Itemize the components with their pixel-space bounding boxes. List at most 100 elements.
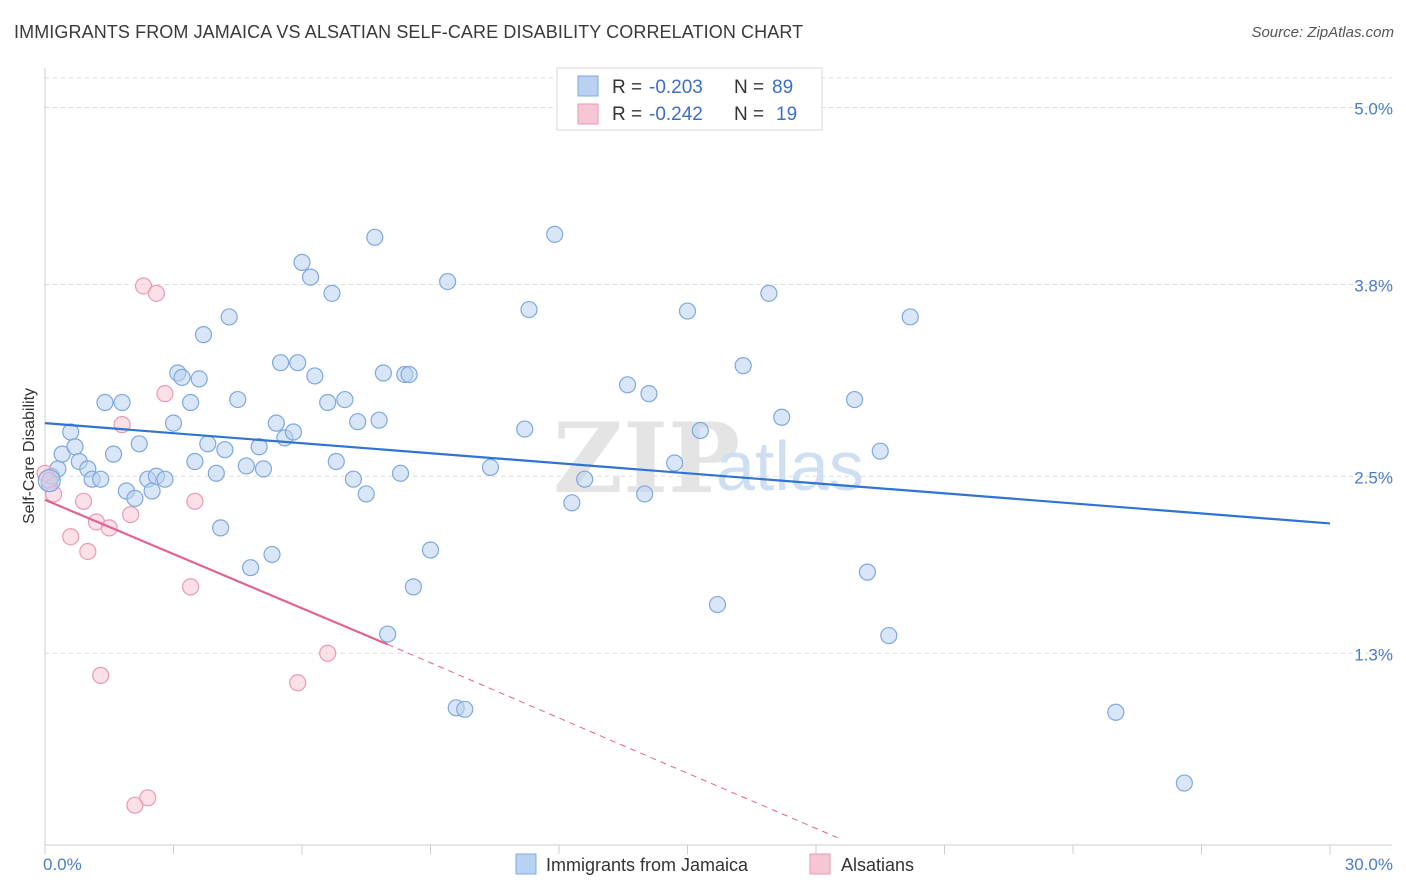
series-legend-swatch-alsatians bbox=[809, 853, 831, 875]
jamaica-point bbox=[1107, 703, 1125, 721]
jamaica-point bbox=[678, 302, 697, 320]
jamaica-point bbox=[563, 494, 581, 512]
jamaica-point bbox=[1175, 774, 1193, 792]
jamaica-point bbox=[306, 367, 324, 385]
jamaica-point bbox=[96, 393, 114, 412]
jamaica-point bbox=[220, 308, 238, 326]
jamaica-point bbox=[640, 385, 658, 403]
series-legend-alsatians: Alsatians bbox=[841, 855, 914, 875]
watermark-atlas: atlas bbox=[716, 427, 864, 505]
jamaica-point bbox=[113, 393, 131, 412]
alsatians-point bbox=[139, 789, 157, 807]
jamaica-point bbox=[190, 370, 208, 388]
legend-n-label-1: N = bbox=[734, 77, 764, 98]
legend-swatch-alsatians bbox=[577, 103, 599, 125]
legend-r-value-2: -0.242 bbox=[649, 104, 703, 125]
jamaica-point bbox=[164, 414, 183, 432]
jamaica-point bbox=[708, 595, 727, 614]
y-tick-label: 1.3% bbox=[1354, 645, 1393, 664]
jamaica-point bbox=[207, 464, 225, 482]
jamaica-point bbox=[516, 420, 534, 438]
jamaica-point bbox=[126, 489, 144, 507]
jamaica-point bbox=[254, 460, 273, 478]
watermark: ZIP atlas bbox=[553, 402, 864, 515]
alsatians-point bbox=[182, 578, 200, 596]
correlation-legend: R = -0.203 N = 89 R = -0.242 N = 19 bbox=[556, 67, 823, 131]
x-tick-labels: 0.0% 30.0% bbox=[43, 855, 1393, 874]
jamaica-point bbox=[734, 357, 752, 375]
jamaica-point bbox=[156, 470, 174, 488]
jamaica-point bbox=[880, 626, 898, 645]
legend-n-value-1: 89 bbox=[772, 77, 793, 98]
jamaica-point bbox=[760, 284, 778, 302]
alsatians-point bbox=[319, 644, 337, 662]
x-tick-label: 30.0% bbox=[1345, 855, 1393, 874]
alsatians-point bbox=[62, 528, 80, 546]
y-tick-labels: 1.3% 2.5% 3.8% 5.0% bbox=[1354, 100, 1393, 665]
chart-source: Source: ZipAtlas.com bbox=[1251, 24, 1394, 41]
alsatians-point bbox=[79, 542, 97, 561]
x-tick-label: 0.0% bbox=[43, 855, 82, 874]
jamaica-point bbox=[344, 470, 362, 488]
jamaica-point bbox=[37, 469, 61, 493]
series-legend-jamaica: Immigrants from Jamaica bbox=[546, 855, 749, 875]
jamaica-point bbox=[199, 435, 217, 453]
jamaica-trend-line bbox=[44, 422, 1331, 525]
jamaica-point bbox=[92, 470, 110, 488]
alsatians-point bbox=[289, 674, 307, 692]
jamaica-point bbox=[66, 438, 84, 456]
jamaica-point bbox=[636, 485, 654, 503]
alsatians-point bbox=[126, 796, 144, 814]
jamaica-point bbox=[130, 435, 148, 453]
jamaica-point bbox=[391, 464, 410, 482]
series-legend: Immigrants from Jamaica Alsatians bbox=[515, 853, 914, 875]
y-tick-label: 2.5% bbox=[1354, 468, 1393, 487]
jamaica-point bbox=[216, 441, 234, 459]
legend-swatch-jamaica bbox=[577, 75, 599, 97]
jamaica-point bbox=[871, 442, 889, 460]
jamaica-point bbox=[263, 545, 281, 564]
jamaica-point bbox=[456, 700, 474, 718]
jamaica-point bbox=[546, 225, 564, 243]
jamaica-point bbox=[374, 364, 392, 382]
jamaica-point bbox=[271, 354, 290, 372]
trend-lines bbox=[44, 422, 1331, 839]
jamaica-point bbox=[194, 326, 213, 344]
jamaica-point bbox=[319, 393, 337, 412]
series-legend-swatch-jamaica bbox=[515, 853, 537, 875]
jamaica-point bbox=[53, 445, 71, 463]
jamaica-point bbox=[242, 559, 260, 577]
alsatians-point bbox=[122, 505, 140, 524]
jamaica-point bbox=[845, 390, 864, 409]
jamaica-point bbox=[666, 454, 684, 472]
jamaica-point bbox=[104, 445, 123, 463]
jamaica-point bbox=[173, 368, 191, 387]
alsatians-point bbox=[92, 666, 110, 684]
jamaica-point bbox=[481, 458, 500, 476]
legend-n-value-2: 19 bbox=[776, 104, 797, 125]
jamaica-point bbox=[404, 578, 422, 596]
jamaica-point bbox=[520, 300, 538, 319]
jamaica-point bbox=[301, 268, 320, 286]
jamaica-point bbox=[229, 390, 247, 409]
jamaica-point bbox=[773, 408, 791, 426]
chart-title: IMMIGRANTS FROM JAMAICA VS ALSATIAN SELF… bbox=[14, 22, 804, 42]
alsatians-point bbox=[134, 277, 153, 295]
jamaica-point bbox=[182, 393, 200, 412]
jamaica-point bbox=[284, 423, 303, 441]
jamaica-point bbox=[400, 365, 418, 384]
jamaica-point bbox=[858, 563, 877, 581]
jamaica-point bbox=[366, 228, 384, 246]
legend-n-label-2: N = bbox=[734, 104, 764, 125]
jamaica-point bbox=[323, 284, 341, 302]
jamaica-point bbox=[379, 625, 397, 643]
jamaica-point bbox=[267, 414, 285, 432]
jamaica-point bbox=[212, 519, 230, 537]
y-axis-label: Self-Care Disability bbox=[21, 388, 38, 524]
data-points bbox=[36, 225, 1193, 814]
jamaica-point bbox=[357, 485, 375, 503]
jamaica-point bbox=[289, 354, 307, 372]
legend-r-label-1: R = bbox=[612, 77, 642, 98]
jamaica-point bbox=[250, 438, 268, 456]
legend-r-value-1: -0.203 bbox=[649, 77, 703, 98]
